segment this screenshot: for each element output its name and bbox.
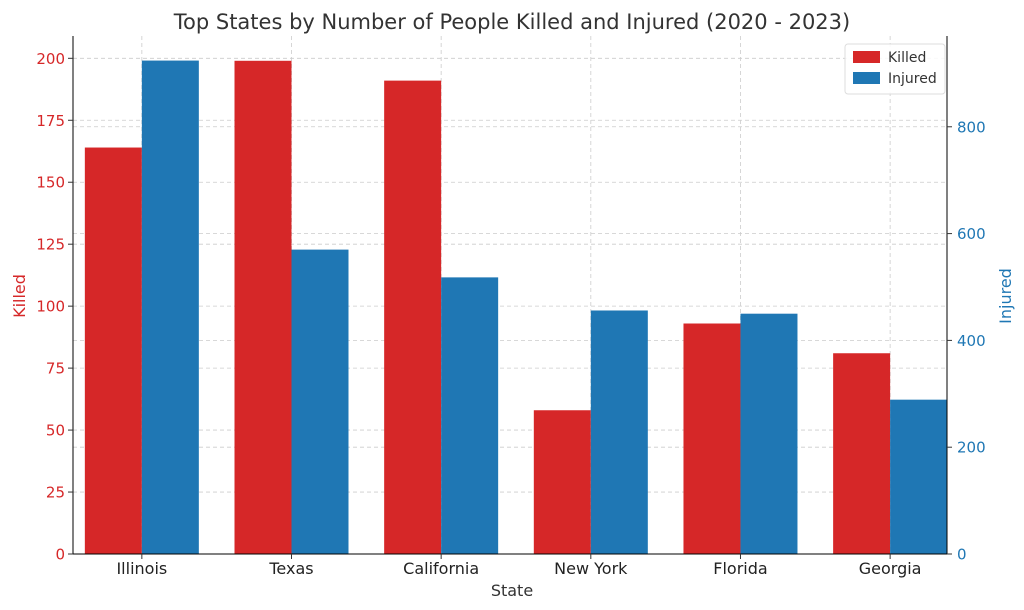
- bar-killed-georgia: [833, 353, 891, 554]
- y-left-tick-label: 50: [46, 422, 65, 440]
- legend-label: Injured: [888, 71, 937, 87]
- bar-injured-illinois: [141, 60, 199, 555]
- legend-swatch: [853, 51, 880, 63]
- y-left-tick-label: 25: [46, 484, 65, 502]
- bar-injured-texas: [291, 249, 349, 554]
- bar-injured-florida: [740, 313, 798, 554]
- x-axis-label: State: [491, 581, 533, 600]
- y-axis-right-label: Injured: [996, 268, 1015, 324]
- x-tick-label: California: [403, 559, 479, 578]
- y-right-tick-label: 200: [957, 439, 986, 457]
- bar-injured-new-york: [590, 310, 648, 554]
- y-right-tick-label: 0: [957, 546, 967, 564]
- y-right-tick-label: 400: [957, 332, 986, 350]
- y-left-tick-label: 200: [36, 50, 65, 68]
- bars: [84, 60, 948, 555]
- x-tick-label: Georgia: [859, 559, 922, 578]
- x-tick-label: Texas: [268, 559, 313, 578]
- x-tick-label: New York: [554, 559, 628, 578]
- y-axis-left-label: Killed: [10, 274, 29, 318]
- legend-swatch: [853, 72, 880, 84]
- bar-killed-illinois: [84, 147, 142, 554]
- y-left-tick-label: 175: [36, 112, 65, 130]
- y-left-tick-label: 100: [36, 298, 65, 316]
- y-left-tick-label: 0: [55, 546, 65, 564]
- bar-killed-florida: [683, 323, 741, 554]
- y-right-tick-label: 800: [957, 118, 986, 136]
- y-left-tick-label: 150: [36, 174, 65, 192]
- bar-killed-new-york: [533, 410, 591, 554]
- axes: 0 25 50 75 100 125 150 175 200 0 200 400 600 800 Illin…: [36, 36, 986, 578]
- legend-label: Killed: [888, 50, 926, 66]
- legend: Killed Injured: [844, 43, 946, 95]
- x-tick-label: Florida: [713, 559, 767, 578]
- bar-injured-california: [441, 277, 499, 554]
- chart-title: Top States by Number of People Killed an…: [173, 10, 850, 34]
- bar-killed-texas: [234, 60, 292, 554]
- y-right-tick-label: 600: [957, 225, 986, 243]
- x-tick-label: Illinois: [116, 559, 167, 578]
- y-left-tick-label: 75: [46, 360, 65, 378]
- bar-injured-georgia: [890, 399, 948, 554]
- bar-killed-california: [384, 80, 442, 555]
- y-left-tick-label: 125: [36, 236, 65, 254]
